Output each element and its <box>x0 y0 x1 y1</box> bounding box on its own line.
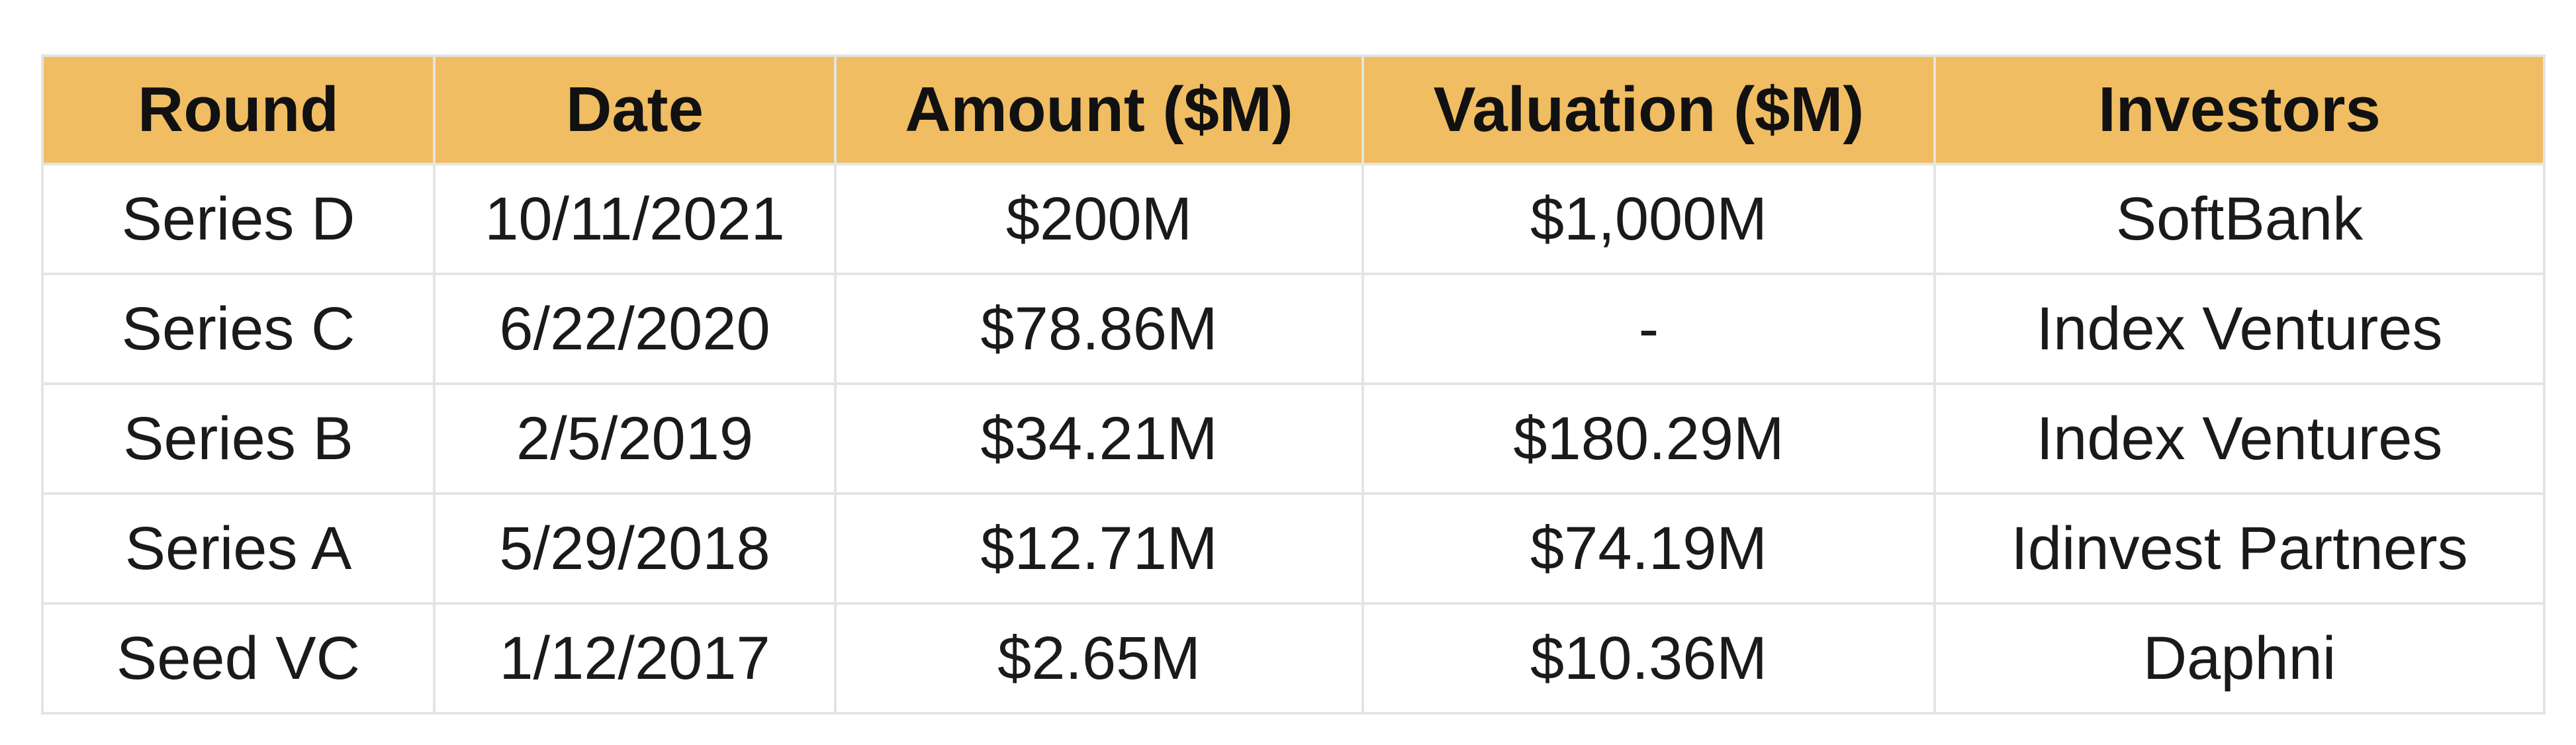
table-row: Series A 5/29/2018 $12.71M $74.19M Idinv… <box>41 492 2546 605</box>
cell-date: 10/11/2021 <box>433 163 837 275</box>
cell-investors: Daphni <box>1933 602 2546 715</box>
cell-amount: $2.65M <box>834 602 1364 715</box>
cell-investors: Idinvest Partners <box>1933 492 2546 605</box>
cell-amount: $78.86M <box>834 273 1364 385</box>
cell-investors: Index Ventures <box>1933 382 2546 495</box>
cell-date: 1/12/2017 <box>433 602 837 715</box>
cell-round: Series D <box>41 163 436 275</box>
cell-amount: $34.21M <box>834 382 1364 495</box>
header-investors: Investors <box>1933 54 2546 165</box>
header-valuation: Valuation ($M) <box>1361 54 1936 165</box>
table-row: Series C 6/22/2020 $78.86M - Index Ventu… <box>41 273 2546 385</box>
header-round: Round <box>41 54 436 165</box>
cell-round: Series A <box>41 492 436 605</box>
cell-amount: $200M <box>834 163 1364 275</box>
cell-round: Seed VC <box>41 602 436 715</box>
table-row: Series B 2/5/2019 $34.21M $180.29M Index… <box>41 382 2546 495</box>
table-header-row: Round Date Amount ($M) Valuation ($M) In… <box>41 54 2546 165</box>
table-row: Series D 10/11/2021 $200M $1,000M SoftBa… <box>41 163 2546 275</box>
cell-round: Series C <box>41 273 436 385</box>
cell-date: 5/29/2018 <box>433 492 837 605</box>
header-date: Date <box>433 54 837 165</box>
funding-rounds-table: Round Date Amount ($M) Valuation ($M) In… <box>41 54 2546 715</box>
cell-valuation: $180.29M <box>1361 382 1936 495</box>
cell-date: 2/5/2019 <box>433 382 837 495</box>
cell-amount: $12.71M <box>834 492 1364 605</box>
cell-investors: SoftBank <box>1933 163 2546 275</box>
cell-valuation: - <box>1361 273 1936 385</box>
cell-valuation: $1,000M <box>1361 163 1936 275</box>
header-amount: Amount ($M) <box>834 54 1364 165</box>
funding-table-container: Round Date Amount ($M) Valuation ($M) In… <box>41 54 2546 715</box>
cell-round: Series B <box>41 382 436 495</box>
cell-valuation: $10.36M <box>1361 602 1936 715</box>
cell-investors: Index Ventures <box>1933 273 2546 385</box>
table-row: Seed VC 1/12/2017 $2.65M $10.36M Daphni <box>41 602 2546 715</box>
cell-valuation: $74.19M <box>1361 492 1936 605</box>
cell-date: 6/22/2020 <box>433 273 837 385</box>
